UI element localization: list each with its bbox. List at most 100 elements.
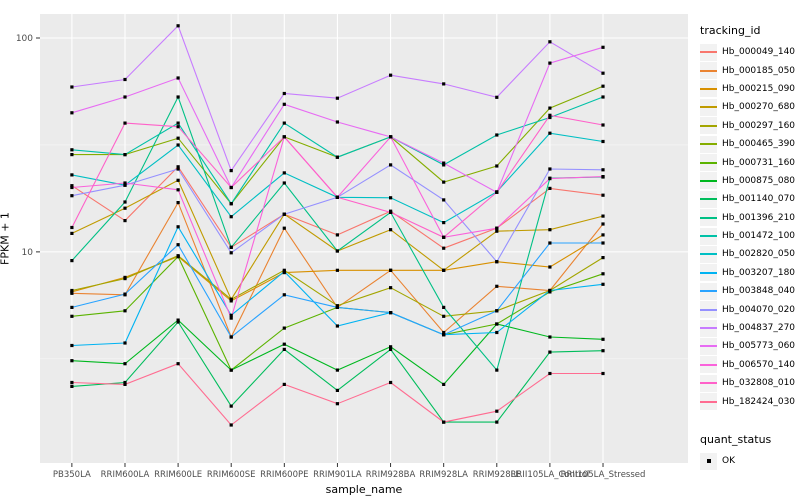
data-point: [229, 313, 233, 317]
legend-entry-Hb_000049_140: Hb_000049_140: [700, 43, 800, 61]
x-tick-label: RRIM600SE: [207, 470, 256, 480]
data-point: [123, 362, 127, 366]
data-point: [70, 225, 74, 230]
data-point: [548, 131, 552, 135]
legend-key-line: [700, 51, 717, 54]
legend-entry-label: Hb_000270_680: [722, 102, 796, 113]
legend-key-line: [700, 400, 717, 403]
data-point: [601, 282, 605, 286]
data-point: [176, 121, 180, 125]
data-point: [495, 95, 499, 99]
data-point: [335, 368, 339, 372]
data-point: [548, 106, 552, 110]
legend-entry-Hb_003848_040: Hb_003848_040: [700, 282, 800, 300]
data-point: [548, 177, 552, 181]
data-point: [495, 420, 499, 424]
data-point: [282, 382, 286, 386]
data-point: [282, 171, 286, 175]
legend-entry-Hb_000270_680: Hb_000270_680: [700, 98, 800, 116]
legend-key-line: [700, 161, 717, 164]
data-point: [548, 371, 552, 376]
data-point: [442, 268, 446, 272]
data-point: [176, 24, 180, 28]
data-point: [442, 314, 446, 318]
data-point: [70, 185, 74, 190]
data-point: [335, 305, 339, 309]
legend-entry-quant-OK: OK: [700, 452, 800, 470]
data-point: [389, 311, 393, 315]
data-point: [548, 265, 552, 269]
legend-title-tracking-id: tracking_id: [700, 24, 761, 37]
legend-entry-Hb_004070_020: Hb_004070_020: [700, 300, 800, 319]
legend-entry-label: Hb_003207_180: [722, 267, 796, 278]
legend-key-line: [700, 290, 717, 293]
data-point: [495, 368, 499, 372]
data-point: [601, 233, 605, 237]
data-point: [176, 362, 180, 366]
data-point: [335, 388, 339, 392]
data-point: [548, 288, 552, 293]
data-point: [548, 186, 552, 190]
data-point: [123, 309, 127, 313]
data-point: [442, 305, 446, 309]
legend-entry-label: Hb_000297_160: [722, 120, 796, 131]
legend-key-swatch: [700, 301, 717, 319]
legend-key-line: [700, 308, 717, 311]
data-point: [442, 420, 446, 424]
data-point: [495, 409, 499, 413]
x-tick-label: RRIM928BA: [366, 470, 416, 480]
data-point: [548, 335, 552, 339]
legend-entry-Hb_000875_080: Hb_000875_080: [700, 172, 800, 190]
data-point: [123, 219, 127, 223]
legend-entry-label: Hb_000049_140: [722, 47, 796, 58]
data-point: [389, 286, 393, 290]
data-point: [495, 284, 499, 288]
data-point: [389, 347, 393, 351]
data-point: [282, 102, 286, 106]
data-point: [229, 316, 233, 320]
data-point: [176, 167, 180, 171]
legend-key-swatch: [700, 98, 717, 116]
x-tick-label: RRII105LA_Control: [511, 470, 590, 480]
legend-key-line: [700, 216, 717, 219]
legend-key-swatch: [700, 227, 717, 245]
data-point: [282, 347, 286, 351]
legend-quant-status: quant_status OK: [700, 433, 800, 470]
data-point: [282, 121, 286, 125]
data-point: [548, 115, 552, 120]
data-point: [123, 382, 127, 386]
data-point: [176, 125, 180, 129]
legend-key-swatch: [700, 172, 717, 190]
legend-entry-Hb_005773_060: Hb_005773_060: [700, 337, 800, 355]
data-point: [70, 231, 74, 235]
legend-key-line: [700, 143, 717, 146]
legend-entry-Hb_000465_390: Hb_000465_390: [700, 135, 800, 153]
data-point: [389, 135, 393, 139]
legend-entry-label: Hb_032808_010: [722, 378, 796, 389]
data-point: [70, 384, 74, 388]
data-point: [389, 228, 393, 232]
data-point: [176, 136, 180, 140]
legend-entry-label: Hb_003848_040: [722, 286, 796, 297]
legend-key-point: [706, 459, 711, 463]
legend-key-line: [700, 87, 717, 90]
data-point: [389, 196, 393, 200]
data-point: [70, 194, 74, 198]
data-point: [335, 155, 339, 159]
legend-entry-Hb_000731_160: Hb_000731_160: [700, 153, 800, 172]
legend-entry-label: Hb_001396_210: [722, 212, 796, 223]
legend-entry-label: Hb_004070_020: [722, 304, 796, 315]
data-point: [123, 200, 127, 204]
legend-entry-label: Hb_182424_030: [722, 396, 796, 407]
data-point: [335, 324, 339, 328]
data-point: [282, 135, 286, 139]
data-point: [176, 320, 180, 324]
data-point: [495, 133, 499, 137]
legend-key-line: [700, 345, 717, 348]
data-point: [176, 201, 180, 205]
data-point: [442, 382, 446, 386]
legend-entry-label: Hb_000185_050: [722, 65, 796, 76]
data-point: [601, 168, 605, 172]
legend-key-swatch: [700, 337, 717, 355]
data-point: [495, 229, 499, 233]
